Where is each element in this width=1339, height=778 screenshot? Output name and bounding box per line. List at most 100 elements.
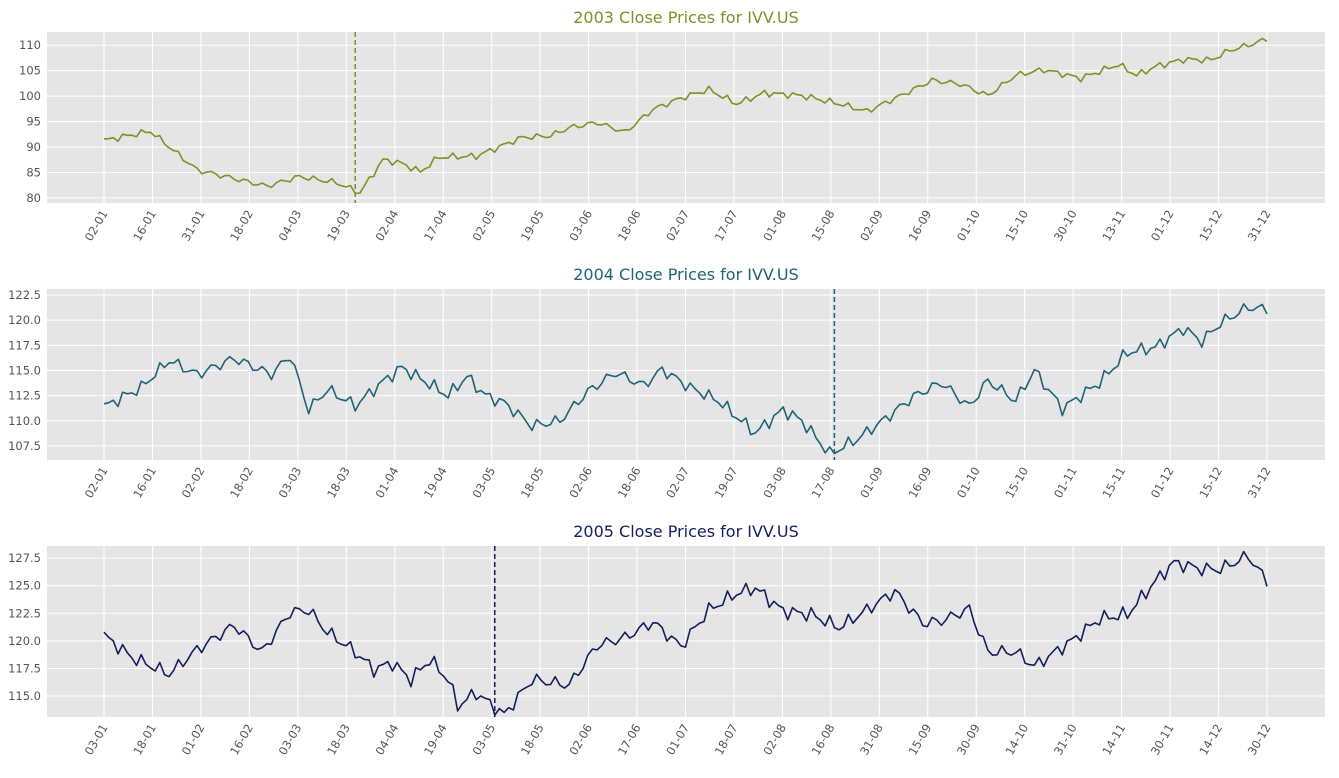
x-tick-label: 02-01 bbox=[82, 208, 111, 244]
x-tick-label: 31-01 bbox=[179, 208, 208, 244]
x-tick-label: 02-02 bbox=[179, 465, 208, 501]
x-tick-label: 01-12 bbox=[1148, 208, 1177, 244]
x-tick-label: 18-06 bbox=[615, 465, 644, 501]
y-tick-label: 125.0 bbox=[8, 579, 41, 593]
x-tick-label: 17-06 bbox=[615, 722, 644, 758]
chart-2005: 2005 Close Prices for IVV.US 115.0 117.5 1… bbox=[0, 514, 1339, 778]
x-tick-label: 18-01 bbox=[130, 722, 159, 758]
y-tick-label: 115.0 bbox=[8, 363, 41, 377]
x-tick-label: 16-01 bbox=[130, 465, 159, 501]
x-tick-label: 19-03 bbox=[324, 208, 353, 244]
price-line bbox=[103, 37, 1268, 195]
y-tick-label: 80 bbox=[26, 191, 41, 205]
chart-title: 2005 Close Prices for IVV.US bbox=[573, 522, 799, 541]
x-tick-label: 03-03 bbox=[276, 722, 305, 758]
x-tick-label: 17-07 bbox=[712, 208, 741, 244]
y-tick-label: 105 bbox=[19, 64, 41, 78]
y-tick-label: 95 bbox=[26, 115, 41, 129]
x-tick-label: 30-10 bbox=[1051, 208, 1080, 244]
x-tick-label: 31-10 bbox=[1051, 722, 1080, 758]
x-tick-label: 14-10 bbox=[1002, 722, 1031, 758]
y-tick-label: 100 bbox=[19, 89, 41, 103]
x-tick-label: 01-04 bbox=[373, 465, 402, 501]
x-tick-label: 02-07 bbox=[663, 465, 692, 501]
y-tick-label: 117.5 bbox=[8, 661, 41, 675]
x-tick-label: 19-04 bbox=[421, 465, 450, 501]
x-tick-label: 02-06 bbox=[566, 722, 595, 758]
y-tick-label: 120.0 bbox=[8, 634, 41, 648]
y-tick-label: 110 bbox=[19, 38, 41, 52]
x-tick-label: 02-07 bbox=[663, 208, 692, 244]
y-tick-label: 120.0 bbox=[8, 313, 41, 327]
x-tick-label: 15-08 bbox=[809, 208, 838, 244]
chart-2003: 2003 Close Prices for IVV.US 80 85 90 95 100… bbox=[0, 0, 1339, 257]
y-tick-label: 117.5 bbox=[8, 338, 41, 352]
x-tick-label: 31-12 bbox=[1245, 465, 1274, 501]
x-tick-label: 01-08 bbox=[760, 208, 789, 244]
x-tick-label: 03-05 bbox=[469, 722, 498, 758]
x-tick-label: 18-05 bbox=[518, 722, 547, 758]
x-tick-label: 19-04 bbox=[421, 722, 450, 758]
x-tick-label: 15-10 bbox=[1002, 465, 1031, 501]
x-tick-label: 16-08 bbox=[809, 722, 838, 758]
y-tick-label: 122.5 bbox=[8, 288, 41, 302]
chart-plot: 107.5 110.0 112.5 115.0 117.5 120.0 122.5 02-01… bbox=[8, 288, 1325, 501]
x-tick-label: 30-12 bbox=[1245, 722, 1274, 758]
x-tick-label: 15-12 bbox=[1196, 208, 1225, 244]
x-tick-label: 01-11 bbox=[1051, 465, 1080, 501]
x-tick-label: 01-09 bbox=[857, 465, 886, 501]
x-tick-label: 02-01 bbox=[82, 465, 111, 501]
y-tick-label: 85 bbox=[26, 165, 41, 179]
x-tick-label: 18-03 bbox=[324, 722, 353, 758]
price-line bbox=[103, 303, 1268, 455]
x-tick-label: 18-03 bbox=[324, 465, 353, 501]
x-tick-label: 14-12 bbox=[1196, 722, 1225, 758]
chart-2004: 2004 Close Prices for IVV.US 107.5 110.0 1… bbox=[0, 257, 1339, 514]
x-tick-label: 31-08 bbox=[857, 722, 886, 758]
x-tick-label: 30-09 bbox=[954, 722, 983, 758]
x-tick-label: 03-08 bbox=[760, 465, 789, 501]
x-tick-label: 02-04 bbox=[373, 208, 402, 244]
x-tick-label: 16-09 bbox=[906, 208, 935, 244]
x-tick-label: 18-05 bbox=[518, 465, 547, 501]
x-tick-label: 01-10 bbox=[954, 465, 983, 501]
x-tick-label: 16-09 bbox=[906, 465, 935, 501]
x-tick-label: 15-12 bbox=[1196, 465, 1225, 501]
y-tick-label: 127.5 bbox=[8, 551, 41, 565]
x-tick-label: 18-06 bbox=[615, 208, 644, 244]
price-line bbox=[103, 550, 1268, 716]
x-tick-label: 16-01 bbox=[130, 208, 159, 244]
x-tick-label: 03-06 bbox=[566, 208, 595, 244]
x-tick-label: 15-10 bbox=[1002, 208, 1031, 244]
y-tick-label: 107.5 bbox=[8, 439, 41, 453]
x-tick-label: 18-07 bbox=[712, 722, 741, 758]
x-tick-label: 14-11 bbox=[1099, 722, 1128, 758]
x-tick-label: 01-07 bbox=[663, 722, 692, 758]
x-tick-label: 18-02 bbox=[227, 208, 256, 244]
x-tick-label: 18-02 bbox=[227, 465, 256, 501]
x-tick-label: 01-02 bbox=[179, 722, 208, 758]
x-tick-label: 30-11 bbox=[1148, 722, 1177, 758]
chart-title: 2003 Close Prices for IVV.US bbox=[573, 8, 799, 27]
chart-plot: 115.0 117.5 120.0 122.5 125.0 127.5 03-01 18-01… bbox=[8, 546, 1325, 758]
y-tick-label: 122.5 bbox=[8, 606, 41, 620]
x-tick-label: 15-09 bbox=[906, 722, 935, 758]
x-tick-label: 31-12 bbox=[1245, 208, 1274, 244]
y-tick-label: 110.0 bbox=[8, 414, 41, 428]
chart-plot: 80 85 90 95 100 105 110 02-01 16-01 31-01 18-02 04-… bbox=[19, 32, 1325, 244]
x-tick-label: 02-06 bbox=[566, 465, 595, 501]
x-tick-label: 01-12 bbox=[1148, 465, 1177, 501]
x-tick-label: 03-03 bbox=[276, 465, 305, 501]
x-tick-label: 16-02 bbox=[227, 722, 256, 758]
x-tick-label: 04-03 bbox=[276, 208, 305, 244]
x-tick-label: 17-04 bbox=[421, 208, 450, 244]
x-tick-label: 13-11 bbox=[1099, 208, 1128, 244]
x-tick-label: 03-05 bbox=[469, 464, 498, 500]
y-tick-label: 112.5 bbox=[8, 389, 41, 403]
y-tick-label: 115.0 bbox=[8, 689, 41, 703]
x-tick-label: 02-08 bbox=[760, 722, 789, 758]
x-tick-label: 01-10 bbox=[954, 208, 983, 244]
x-tick-label: 02-09 bbox=[857, 208, 886, 244]
x-tick-label: 15-11 bbox=[1099, 465, 1128, 501]
y-tick-label: 90 bbox=[26, 140, 41, 154]
